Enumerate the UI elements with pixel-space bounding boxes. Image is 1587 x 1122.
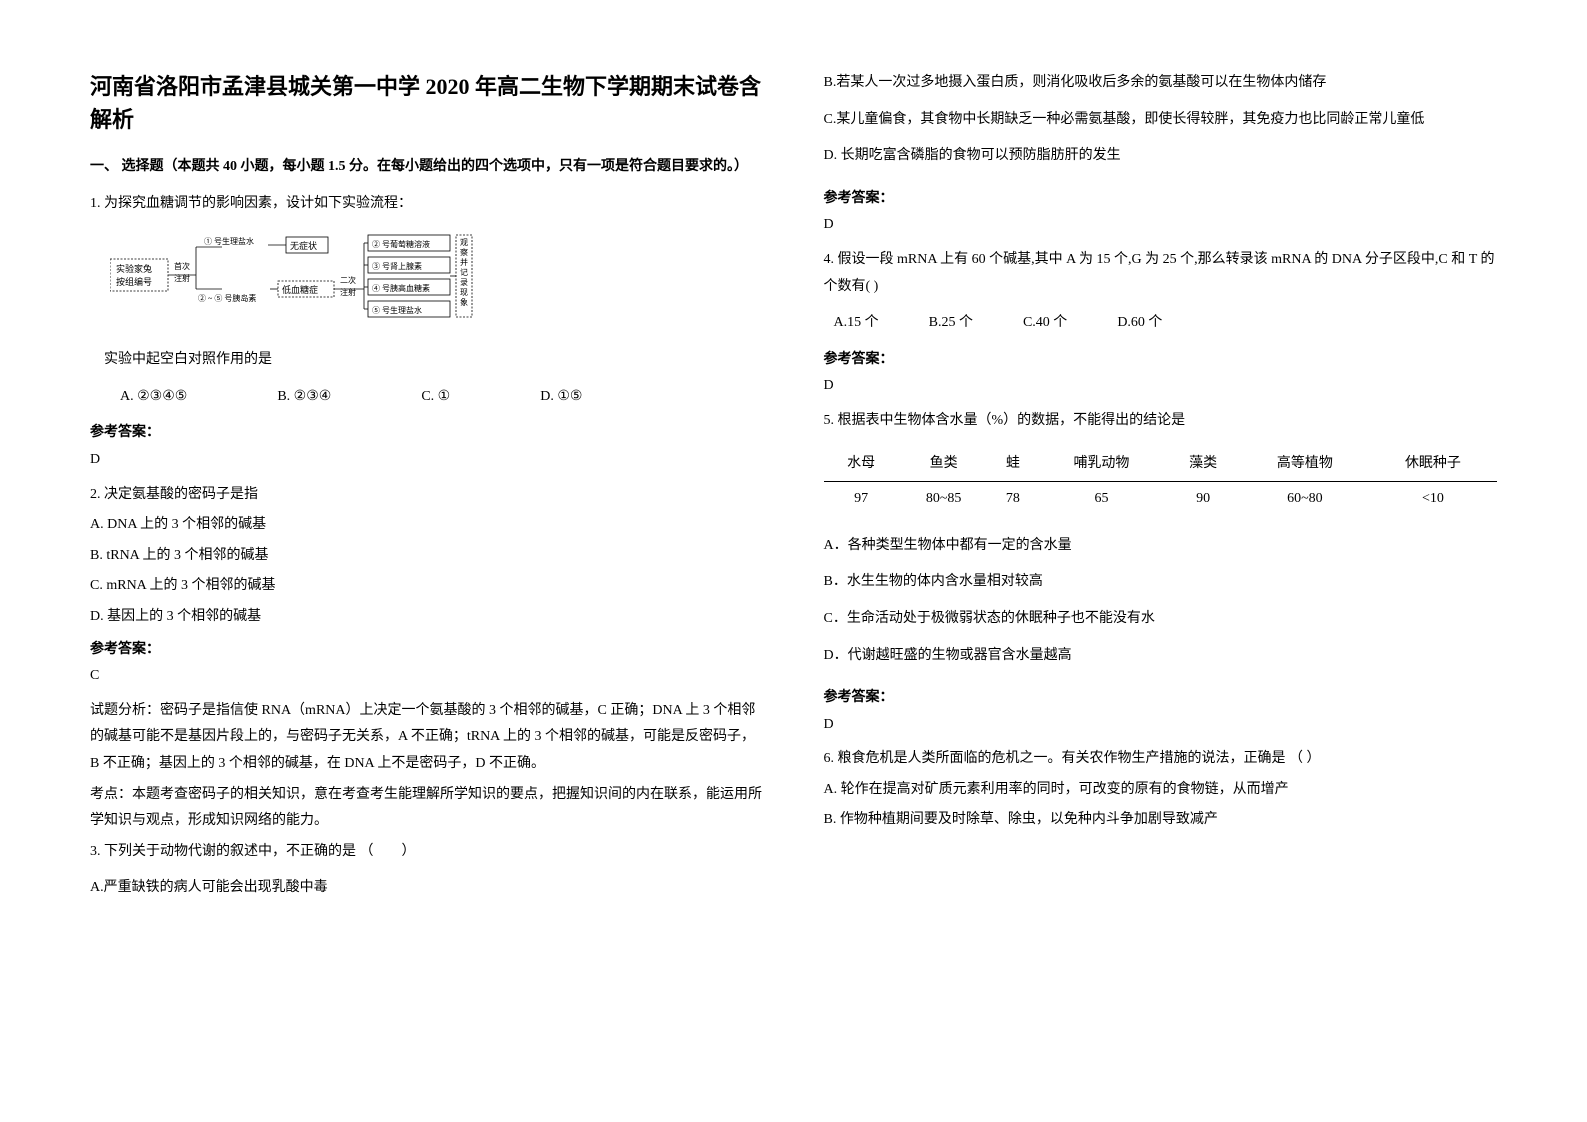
q3-opt-a: A.严重缺铁的病人可能会出现乳酸中毒 [90,875,764,902]
q1-opt-b: B. ②③④ [277,384,331,411]
svg-text:二次: 二次 [340,275,356,285]
th-6: 休眠种子 [1369,447,1497,482]
q4-answer: D [824,373,1498,400]
th-4: 藻类 [1165,447,1240,482]
q5-answer: D [824,712,1498,739]
td-4: 90 [1165,482,1240,517]
td-6: <10 [1369,482,1497,517]
q4-opt-a: A.15 个 [834,310,879,337]
svg-text:无症状: 无症状 [290,240,317,251]
svg-text:实验家兔: 实验家兔 [116,263,152,274]
q2-stem: 2. 决定氨基酸的密码子是指 [90,482,764,509]
q1-options: A. ②③④⑤ B. ②③④ C. ① D. ①⑤ [120,384,764,411]
svg-text:观: 观 [460,238,468,247]
q4-opt-d: D.60 个 [1117,310,1162,337]
q4-stem: 4. 假设一段 mRNA 上有 60 个碱基,其中 A 为 15 个,G 为 2… [824,247,1498,300]
q3-stem: 3. 下列关于动物代谢的叙述中，不正确的是 （ ） [90,839,764,866]
svg-text:现: 现 [460,288,468,297]
q3-opt-b: B.若某人一次过多地摄入蛋白质，则消化吸收后多余的氨基酸可以在生物体内储存 [824,70,1498,97]
q2-answer: C [90,663,764,690]
td-5: 60~80 [1241,482,1369,517]
q3-answer-label: 参考答案： [824,186,1498,213]
svg-text:记: 记 [460,268,468,277]
svg-text:② 号葡萄糖溶液: ② 号葡萄糖溶液 [372,239,430,249]
exam-title: 河南省洛阳市孟津县城关第一中学 2020 年高二生物下学期期末试卷含解析 [90,70,764,136]
q2-explanation-2: 考点：本题考查密码子的相关知识，意在考查考生能理解所学知识的要点，把握知识间的内… [90,782,764,835]
svg-text:注射: 注射 [174,273,190,283]
th-1: 鱼类 [899,447,989,482]
td-3: 65 [1037,482,1165,517]
q4-options: A.15 个 B.25 个 C.40 个 D.60 个 [834,310,1498,337]
q2-opt-a: A. DNA 上的 3 个相邻的碱基 [90,512,764,539]
q1-diagram: .bx { fill: none; stroke: #000; stroke-w… [110,229,764,329]
th-2: 蛙 [988,447,1037,482]
q1-stem: 1. 为探究血糖调节的影响因素，设计如下实验流程： [90,191,764,218]
svg-text:① 号生理盐水: ① 号生理盐水 [204,236,254,246]
q1-sub: 实验中起空白对照作用的是 [90,347,764,374]
q2-explanation-1: 试题分析：密码子是指信使 RNA（mRNA）上决定一个氨基酸的 3 个相邻的碱基… [90,698,764,778]
q4-opt-c: C.40 个 [1023,310,1067,337]
svg-text:低血糖症: 低血糖症 [282,284,318,295]
q2-answer-label: 参考答案： [90,637,764,664]
left-column: 河南省洛阳市孟津县城关第一中学 2020 年高二生物下学期期末试卷含解析 一、 … [90,70,764,1052]
svg-text:② ~ ⑤ 号胰岛素: ② ~ ⑤ 号胰岛素 [198,293,256,303]
right-column: B.若某人一次过多地摄入蛋白质，则消化吸收后多余的氨基酸可以在生物体内储存 C.… [824,70,1498,1052]
th-5: 高等植物 [1241,447,1369,482]
q6-opt-b: B. 作物种植期间要及时除草、除虫，以免种内斗争加剧导致减产 [824,807,1498,834]
table-header-row: 水母 鱼类 蛙 哺乳动物 藻类 高等植物 休眠种子 [824,447,1498,482]
svg-text:⑤ 号生理盐水: ⑤ 号生理盐水 [372,305,422,315]
q1-opt-a: A. ②③④⑤ [120,384,187,411]
q4-opt-b: B.25 个 [929,310,973,337]
th-3: 哺乳动物 [1037,447,1165,482]
svg-text:录: 录 [460,278,468,287]
q5-opt-a: A．各种类型生物体中都有一定的含水量 [824,533,1498,560]
svg-text:象: 象 [460,297,468,307]
table-data-row: 97 80~85 78 65 90 60~80 <10 [824,482,1498,517]
q6-opt-a: A. 轮作在提高对矿质元素利用率的同时，可改变的原有的食物链，从而增产 [824,777,1498,804]
q3-answer: D [824,212,1498,239]
td-0: 97 [824,482,899,517]
svg-text:注射: 注射 [340,287,356,297]
q1-answer: D [90,447,764,474]
td-1: 80~85 [899,482,989,517]
svg-text:察: 察 [460,247,468,257]
section-header: 一、 选择题（本题共 40 小题，每小题 1.5 分。在每小题给出的四个选项中，… [90,154,764,181]
svg-text:首次: 首次 [174,261,190,271]
q2-opt-c: C. mRNA 上的 3 个相邻的碱基 [90,573,764,600]
svg-text:按组编号: 按组编号 [116,276,152,287]
th-0: 水母 [824,447,899,482]
q4-answer-label: 参考答案： [824,347,1498,374]
q5-opt-d: D．代谢越旺盛的生物或器官含水量越高 [824,643,1498,670]
td-2: 78 [988,482,1037,517]
q6-stem: 6. 粮食危机是人类所面临的危机之一。有关农作物生产措施的说法，正确是 （ ） [824,746,1498,773]
q2-opt-b: B. tRNA 上的 3 个相邻的碱基 [90,543,764,570]
q5-opt-c: C．生命活动处于极微弱状态的休眠种子也不能没有水 [824,606,1498,633]
q3-opt-d: D. 长期吃富含磷脂的食物可以预防脂肪肝的发生 [824,143,1498,170]
q1-answer-label: 参考答案： [90,420,764,447]
q5-opt-b: B．水生生物的体内含水量相对较高 [824,569,1498,596]
svg-text:并: 并 [460,257,468,267]
q5-stem: 5. 根据表中生物体含水量（%）的数据，不能得出的结论是 [824,408,1498,435]
q5-table: 水母 鱼类 蛙 哺乳动物 藻类 高等植物 休眠种子 97 80~85 78 65… [824,447,1498,517]
q1-opt-c: C. ① [421,384,450,411]
q5-answer-label: 参考答案： [824,685,1498,712]
q3-opt-c: C.某儿童偏食，其食物中长期缺乏一种必需氨基酸，即使长得较胖，其免疫力也比同龄正… [824,107,1498,134]
svg-text:③ 号肾上腺素: ③ 号肾上腺素 [372,261,422,271]
svg-text:④ 号胰高血糖素: ④ 号胰高血糖素 [372,283,430,293]
q2-opt-d: D. 基因上的 3 个相邻的碱基 [90,604,764,631]
q1-opt-d: D. ①⑤ [540,384,582,411]
